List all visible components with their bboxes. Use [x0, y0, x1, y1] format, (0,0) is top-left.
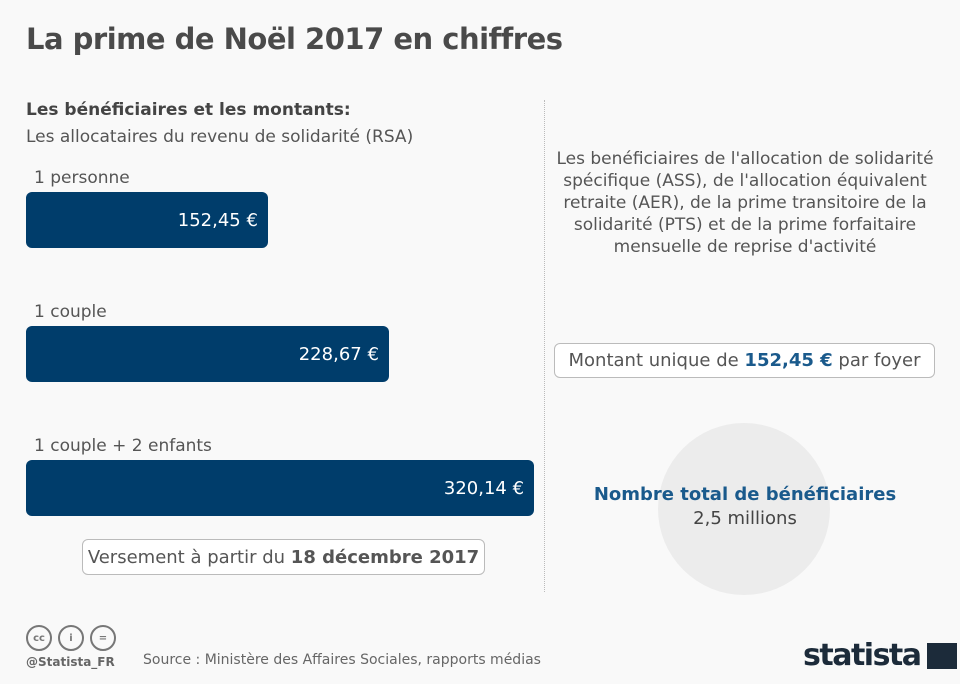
bar: 152,45 € [26, 192, 268, 248]
nd-icon: = [90, 625, 116, 651]
total-circle [658, 423, 830, 595]
logo-mark-icon [926, 642, 957, 669]
cc-icon: cc [26, 625, 52, 651]
bar: 320,14 € [26, 460, 535, 516]
versement-prefix: Versement à partir du [87, 546, 291, 568]
bar-value-label: 320,14 € [443, 477, 525, 499]
montant-suffix: par foyer [832, 350, 921, 371]
versement-box: Versement à partir du 18 décembre 2017 [82, 539, 485, 575]
source: Source : Ministère des Affaires Sociales… [143, 652, 541, 668]
montant-prefix: Montant unique de [568, 350, 745, 371]
category-label: 1 personne [34, 168, 130, 188]
total-value: 2,5 millions [693, 508, 797, 529]
beneficiaries-description: Les benéficiaires de l'allocation de sol… [556, 149, 934, 257]
twitter-handle: @Statista_FR [26, 655, 115, 669]
category-label: 1 couple + 2 enfants [34, 436, 212, 456]
montant-box: Montant unique de 152,45 € par foyer [554, 343, 935, 378]
total-label: Nombre total de bénéficiaires [593, 484, 897, 505]
bar-value-label: 228,67 € [298, 343, 379, 365]
section-subheading: Les allocataires du revenu de solidarité… [26, 127, 414, 147]
divider [544, 100, 545, 592]
license-icons: cc i = [26, 625, 116, 651]
versement-date: 18 décembre 2017 [290, 546, 480, 568]
page-title: La prime de Noël 2017 en chiffres [26, 22, 563, 56]
category-label: 1 couple [34, 302, 107, 322]
by-icon: i [58, 625, 84, 651]
statista-logo: statista [803, 638, 957, 673]
montant-value: 152,45 € [744, 350, 833, 371]
logo-text: statista [803, 638, 922, 673]
bar-value-label: 152,45 € [177, 209, 258, 231]
bar: 228,67 € [26, 326, 389, 382]
section-heading: Les bénéficiaires et les montants: [26, 100, 351, 120]
